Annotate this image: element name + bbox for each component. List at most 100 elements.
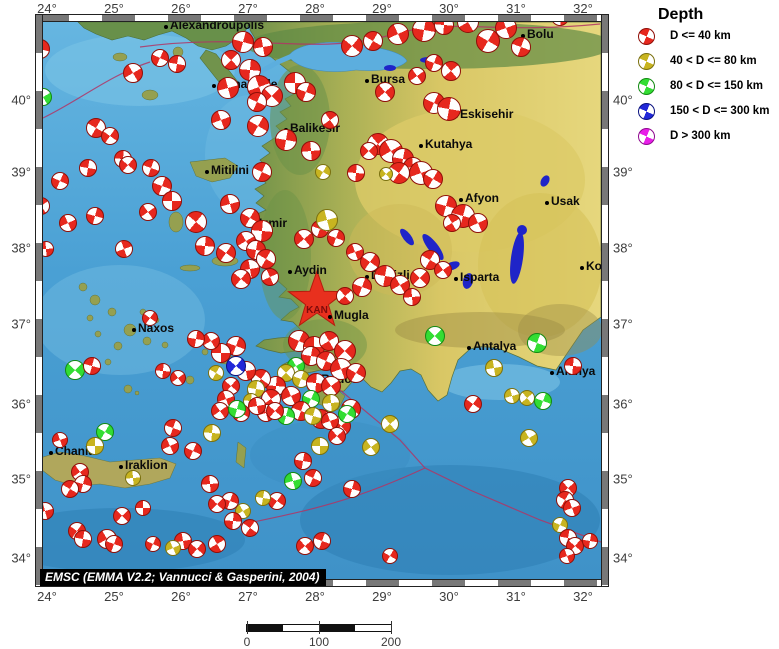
attribution-text: EMSC (EMMA V2.2; Vannucci & Gasperini, 2… <box>40 569 326 586</box>
beachball-r <box>142 310 158 326</box>
beachball-r <box>216 243 236 263</box>
beachball-r <box>582 533 598 549</box>
legend-item: 150 < D <= 300 km <box>636 99 779 124</box>
beachball-r <box>119 156 137 174</box>
scale-bar-value: 200 <box>380 635 402 649</box>
lat-tick-label: 38° <box>11 240 31 256</box>
beachball-r <box>247 115 269 137</box>
legend-item-label: 150 < D <= 300 km <box>670 105 770 117</box>
lon-tick-label: 31° <box>506 589 526 604</box>
beachball-r <box>360 142 378 160</box>
beachball-r <box>162 191 182 211</box>
beachball-o <box>255 490 271 506</box>
beachball-r <box>220 194 240 214</box>
map-frame-right <box>601 14 609 587</box>
city-dot <box>288 270 292 274</box>
lat-tick-label: 39° <box>613 164 633 180</box>
beachball-r <box>185 211 207 233</box>
beachball-r <box>155 363 171 379</box>
map-frame-left <box>35 14 43 587</box>
beachball-r <box>341 35 363 57</box>
beachball-r <box>253 37 273 57</box>
scale-bar-tick <box>319 621 320 634</box>
lon-tick-label: 28° <box>305 589 325 604</box>
beachball-r <box>425 54 443 72</box>
city-dot <box>580 266 584 270</box>
legend-beachball-icon <box>638 78 655 95</box>
beachball-g <box>425 326 445 346</box>
lon-tick-label: 30° <box>439 589 459 604</box>
legend-item-label: 80 < D <= 150 km <box>670 80 764 92</box>
station-label-kan: KAN <box>306 305 328 316</box>
beachball-r <box>294 452 312 470</box>
lon-tick-label: 24° <box>37 1 57 16</box>
legend-title: Depth <box>658 6 704 23</box>
lat-tick-label: 34° <box>11 550 31 566</box>
beachball-r <box>61 480 79 498</box>
beachball-r <box>170 370 186 386</box>
legend-item-label: D <= 40 km <box>670 30 731 42</box>
beachball-r <box>328 427 346 445</box>
beachball-o <box>379 167 393 181</box>
lon-tick-label: 27° <box>238 1 258 16</box>
beachball-r <box>211 402 229 420</box>
beachball-r <box>83 357 101 375</box>
beachball-r <box>511 37 531 57</box>
beachball-o <box>304 407 322 425</box>
city-dot <box>545 201 549 205</box>
lat-tick-label: 36° <box>613 396 633 412</box>
beachball-r <box>231 269 251 289</box>
city-label: Ko <box>586 259 601 273</box>
beachball-r <box>161 437 179 455</box>
lat-tick-label: 40° <box>613 92 633 108</box>
beachball-r <box>115 240 133 258</box>
beachball-r <box>387 23 409 45</box>
beachball-r <box>327 229 345 247</box>
beachball-o <box>311 437 329 455</box>
beachball-r <box>261 268 279 286</box>
lon-tick-label: 32° <box>573 1 593 16</box>
scale-bar-tick <box>247 621 248 634</box>
city-label: Alexandroupolis <box>170 22 265 32</box>
beachball-r <box>336 287 354 305</box>
city-dot <box>550 371 554 375</box>
beachball-r <box>224 512 242 530</box>
city-dot <box>459 198 463 202</box>
beachball-r <box>43 502 54 520</box>
lat-tick-label: 40° <box>11 92 31 108</box>
beachball-g <box>228 400 246 418</box>
city-dot <box>164 25 168 29</box>
beachball-r <box>252 162 272 182</box>
beachball-r <box>241 519 259 537</box>
beachball-r <box>211 110 231 130</box>
city-dot <box>365 275 369 279</box>
beachball-r <box>79 159 97 177</box>
city-dot <box>419 144 423 148</box>
beachball-g <box>65 360 85 380</box>
city-label: Usak <box>551 194 580 208</box>
beachball-r <box>346 363 366 383</box>
beachball-r <box>187 330 205 348</box>
lon-tick-label: 27° <box>238 589 258 604</box>
lat-tick-label: 35° <box>11 471 31 487</box>
beachball-r <box>294 229 314 249</box>
city-label: Eskisehir <box>460 107 514 121</box>
lat-tick-label: 39° <box>11 164 31 180</box>
beachball-r <box>352 277 372 297</box>
legend-items: D <= 40 km 40 < D <= 80 km 80 < D <= 150 k… <box>636 24 779 149</box>
beachball-o <box>519 390 535 406</box>
city-dot <box>454 277 458 281</box>
beachball-r <box>52 432 68 448</box>
city-dot <box>205 170 209 174</box>
legend-item-label: 40 < D <= 80 km <box>670 55 757 67</box>
beachball-o <box>208 365 224 381</box>
beachball-r <box>304 469 322 487</box>
city-label: Aydin <box>294 263 327 277</box>
beachball-r <box>408 67 426 85</box>
beachball-r <box>43 241 54 257</box>
beachball-r <box>217 77 239 99</box>
lat-tick-label: 36° <box>11 396 31 412</box>
beachball-r <box>201 475 219 493</box>
beachball-r <box>266 402 284 420</box>
